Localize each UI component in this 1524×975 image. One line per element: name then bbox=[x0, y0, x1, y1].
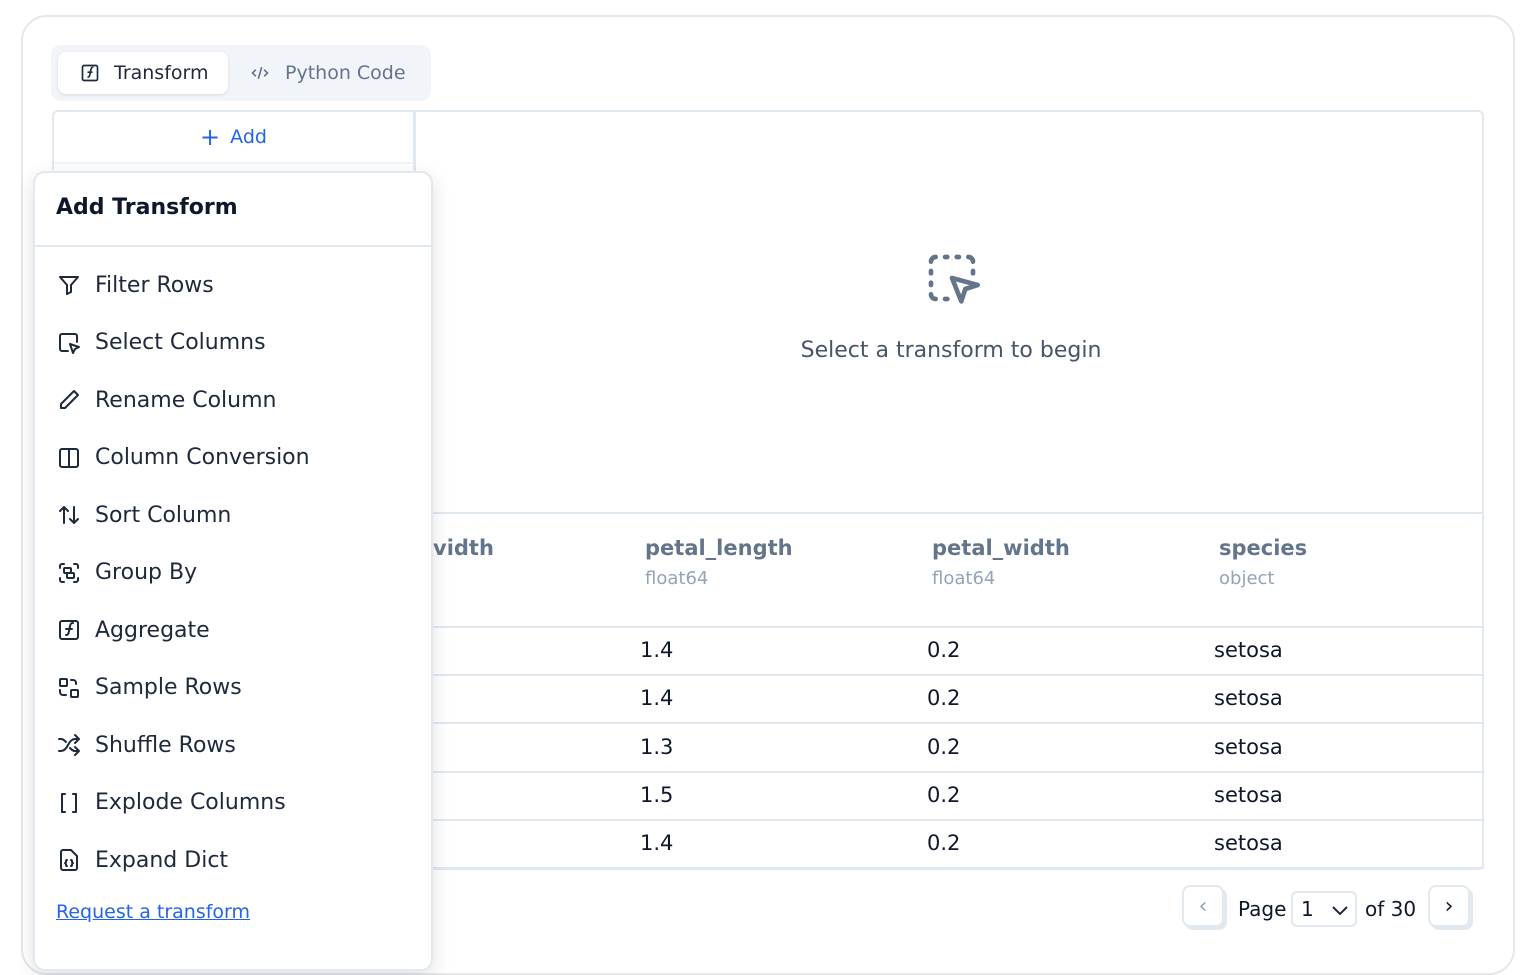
table-cell: 0.2 bbox=[927, 638, 961, 662]
request-transform-link[interactable]: Request a transform bbox=[56, 901, 251, 923]
menu-item-select-columns[interactable]: Select Columns bbox=[35, 318, 431, 368]
group-icon bbox=[59, 562, 79, 583]
table-cell: setosa bbox=[1214, 782, 1283, 807]
table-row: 1.4 0.2 setosa bbox=[416, 821, 1484, 870]
column-dtype: float64 bbox=[645, 568, 709, 589]
table-row: 1.4 0.2 setosa bbox=[416, 628, 1484, 676]
menu-item-aggregate[interactable]: Aggregate bbox=[35, 605, 431, 655]
pencil-icon bbox=[60, 390, 79, 409]
table-cell: setosa bbox=[1214, 831, 1283, 856]
table-cell: 1.5 bbox=[640, 782, 674, 807]
add-transform-button[interactable]: + Add bbox=[54, 112, 413, 164]
menu-item-shuffle-rows[interactable]: Shuffle Rows bbox=[35, 720, 431, 770]
menu-item-sample-rows[interactable]: Sample Rows bbox=[35, 663, 431, 713]
shuffle-icon bbox=[58, 734, 80, 756]
function-square-icon bbox=[81, 64, 99, 82]
menu-item-label: Filter Rows bbox=[95, 272, 214, 298]
tab-bar: Transform Python Code bbox=[51, 45, 431, 101]
columns-icon bbox=[59, 447, 79, 468]
menu-item-label: Rename Column bbox=[95, 387, 277, 413]
column-header[interactable]: vidth bbox=[433, 536, 494, 560]
function-square-icon bbox=[59, 620, 79, 640]
dashed-cursor-select-icon bbox=[928, 254, 980, 304]
column-name: petal_width bbox=[932, 536, 1070, 560]
arrow-up-down-icon bbox=[59, 506, 79, 524]
menu-item-label: Group By bbox=[95, 560, 198, 585]
table-row: 1.5 0.2 setosa bbox=[416, 773, 1484, 821]
chevron-left-icon: ‹ bbox=[1198, 893, 1208, 919]
brackets-icon bbox=[61, 792, 77, 813]
empty-state-text: Select a transform to begin bbox=[800, 338, 1102, 363]
menu-item-label: Explode Columns bbox=[95, 790, 286, 815]
table-cell: setosa bbox=[1214, 638, 1283, 662]
page-label: Page bbox=[1238, 897, 1287, 921]
menu-item-column-conversion[interactable]: Column Conversion bbox=[35, 433, 431, 483]
table-cell: setosa bbox=[1214, 734, 1283, 759]
transform-list-panel: + Add bbox=[52, 110, 415, 170]
table-cell: 0.2 bbox=[927, 831, 961, 856]
menu-item-filter-rows[interactable]: Filter Rows bbox=[35, 260, 431, 310]
table-cell: 1.4 bbox=[640, 831, 674, 856]
chevron-right-icon: › bbox=[1444, 893, 1454, 919]
tab-label: Python Code bbox=[285, 62, 406, 84]
table-cell: 1.4 bbox=[640, 686, 674, 711]
menu-item-label: Sample Rows bbox=[95, 675, 242, 700]
column-name: vidth bbox=[433, 536, 494, 560]
tab-label: Transform bbox=[114, 62, 209, 84]
menu-item-label: Shuffle Rows bbox=[95, 732, 236, 758]
menu-item-label: Sort Column bbox=[95, 502, 232, 528]
tab-transform[interactable]: Transform bbox=[58, 52, 228, 94]
prev-page-button[interactable]: ‹ bbox=[1182, 885, 1224, 927]
table-cell: 0.2 bbox=[927, 782, 961, 807]
plus-icon: + bbox=[200, 123, 221, 151]
column-dtype: float64 bbox=[932, 568, 996, 589]
menu-item-rename-column[interactable]: Rename Column bbox=[35, 375, 431, 425]
table-cell: 1.3 bbox=[640, 734, 674, 759]
popup-title: Add Transform bbox=[35, 173, 431, 247]
column-header[interactable]: petal_width float64 bbox=[932, 536, 1070, 589]
column-name: petal_length bbox=[645, 536, 793, 560]
menu-item-group-by[interactable]: Group By bbox=[35, 548, 431, 598]
table-row: 1.4 0.2 setosa bbox=[416, 676, 1484, 725]
menu-item-label: Expand Dict bbox=[95, 847, 229, 873]
page-select-value: 1 bbox=[1301, 897, 1314, 921]
next-page-button[interactable]: › bbox=[1428, 885, 1470, 927]
column-header[interactable]: petal_length float64 bbox=[645, 536, 793, 589]
menu-item-label: Column Conversion bbox=[95, 445, 310, 470]
table-row: 1.3 0.2 setosa bbox=[416, 725, 1484, 773]
add-transform-popup: Add Transform Filter Rows Select Columns R… bbox=[33, 171, 433, 971]
menu-item-label: Aggregate bbox=[95, 617, 210, 643]
column-header[interactable]: species object bbox=[1219, 536, 1307, 589]
filter-icon bbox=[59, 276, 79, 295]
page-select[interactable]: 1 bbox=[1291, 891, 1357, 927]
table-cell: setosa bbox=[1214, 686, 1283, 711]
main-panel: Select a transform to begin vidth petal_… bbox=[414, 110, 1484, 870]
select-cursor-icon bbox=[59, 332, 80, 354]
menu-item-label: Select Columns bbox=[95, 330, 266, 355]
chevron-down-icon bbox=[1332, 906, 1348, 916]
code-icon bbox=[251, 66, 269, 80]
menu-item-expand-dict[interactable]: Expand Dict bbox=[35, 835, 431, 885]
tab-python-code[interactable]: Python Code bbox=[249, 52, 406, 94]
table-cell: 1.4 bbox=[640, 638, 674, 662]
sample-icon bbox=[59, 677, 79, 698]
menu-item-explode-columns[interactable]: Explode Columns bbox=[35, 778, 431, 828]
page-count: of 30 bbox=[1365, 897, 1417, 921]
table-cell: 0.2 bbox=[927, 734, 961, 759]
menu-item-sort-column[interactable]: Sort Column bbox=[35, 490, 431, 540]
table-cell: 0.2 bbox=[927, 686, 961, 711]
column-name: species bbox=[1219, 536, 1308, 560]
column-dtype: object bbox=[1219, 568, 1275, 589]
file-braces-icon bbox=[60, 849, 78, 871]
add-label: Add bbox=[230, 126, 267, 148]
